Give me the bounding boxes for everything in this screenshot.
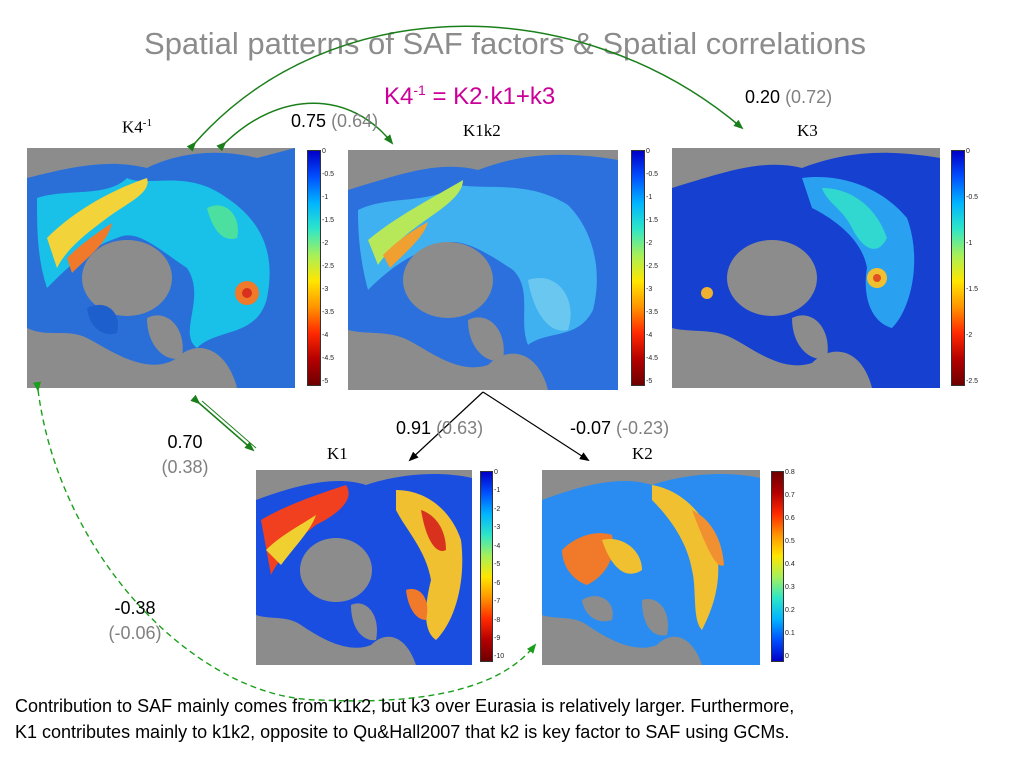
corr-k4-k2: -0.38 (-0.06)	[108, 598, 162, 643]
colorbar-k1	[480, 471, 493, 662]
colorbar-ticks-k1k2: 0 -0.5 -1 -1.5 -2 -2.5 -3 -3.5 -4 -4.5 -5	[646, 148, 659, 385]
corr-k4-k3: 0.20 (0.72)	[745, 87, 833, 107]
corr-k1k2-k2: -0.07 (-0.23)	[570, 418, 670, 438]
equation-lhs: K4	[384, 83, 414, 110]
colorbar-k2	[771, 471, 784, 662]
corr-k4-k1k2: 0.75 (0.64)	[291, 111, 379, 131]
colorbar-ticks-k4: 0 -0.5 -1 -1.5 -2 -2.5 -3 -3.5 -4 -4.5 -5	[322, 148, 335, 385]
corr-k4-k1: 0.70 (0.38)	[161, 432, 209, 477]
colorbar-ticks-k1: 0 -1 -2 -3 -4 -5 -6 -7 -8 -9 -10	[494, 469, 505, 660]
corr-k1k2-k1: 0.91 (0.63)	[396, 418, 484, 438]
colorbar-k4	[307, 150, 321, 386]
map-label-k4: K4-1	[122, 117, 152, 137]
equation-lhs-exponent: -1	[413, 82, 426, 98]
map-label-k1k2: K1k2	[463, 121, 501, 140]
colorbar-ticks-k3: 0 -0.5 -1 -1.5 -2 -2.5	[966, 148, 979, 385]
colorbar-k3	[951, 150, 965, 386]
caption-line-2: K1 contributes mainly to k1k2, opposite …	[15, 722, 790, 742]
colorbar-ticks-k2: 0.8 0.7 0.6 0.5 0.4 0.3 0.2 0.1 0	[785, 469, 795, 660]
map-k1	[256, 470, 472, 665]
map-k4-inverse	[27, 148, 295, 388]
slide-title: Spatial patterns of SAF factors & Spatia…	[144, 26, 866, 61]
map-label-k3: K3	[797, 121, 818, 140]
slide-caption: Contribution to SAF mainly comes from k1…	[15, 693, 1015, 745]
map-k1k2	[348, 150, 618, 390]
caption-line-1: Contribution to SAF mainly comes from k1…	[15, 696, 795, 716]
colorbar-k1k2	[631, 150, 645, 386]
map-label-k2: K2	[632, 444, 653, 463]
map-k3	[672, 148, 940, 388]
equation-rhs: = K2·k1+k3	[425, 83, 556, 110]
map-label-k1: K1	[327, 444, 348, 463]
map-k2	[542, 470, 760, 665]
equation: K4-1 = K2·k1+k3	[384, 82, 555, 111]
